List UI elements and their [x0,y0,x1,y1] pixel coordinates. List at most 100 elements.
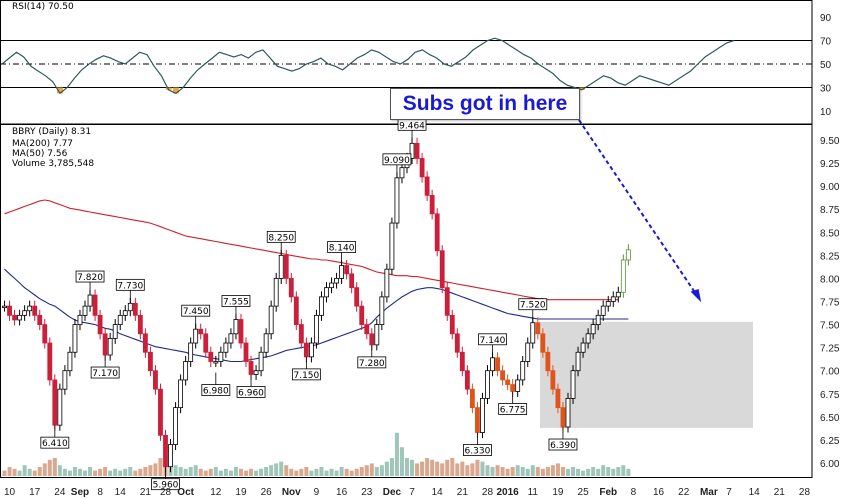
volume-bar [289,468,294,476]
x-tick-label: 14 [749,487,761,498]
volume-bar [254,470,259,476]
x-tick-label: 7 [726,487,732,498]
candle-body [550,370,556,390]
volume-bar [133,470,138,476]
price-label: 6.330 [465,447,491,457]
candle-body [27,305,33,312]
candle-body [464,370,470,390]
volume-bar [304,467,309,476]
candle-body [283,254,289,279]
volume-bar [218,470,223,476]
volume-bar [93,470,98,476]
x-tick-label: 25 [578,487,590,498]
volume-bar [143,467,148,476]
candle-body [137,314,143,335]
candle-body [329,282,334,289]
volume-bar [560,467,565,476]
candle-body [424,176,430,196]
volume-bar [621,465,626,476]
price-label: 7.280 [359,359,385,369]
candle-body [469,388,475,409]
volume-bar [208,468,213,476]
candle-body [349,273,355,289]
candle-body [142,333,148,353]
x-tick-label: 28 [799,487,811,498]
volume-bar [510,467,515,476]
volume-bar [57,465,62,476]
candle-body [419,158,425,178]
volume-bar [616,467,621,476]
legend: RSI(14) 70.50 BBRY (Daily) 8.31 MA(200) … [12,2,94,169]
candle-body [308,342,314,358]
price-label: 6.410 [42,439,68,449]
volume-bar [72,467,77,476]
candle-body [439,250,445,289]
x-tick-label: 19 [552,487,564,498]
price-label: 7.150 [293,371,319,381]
x-tick-label: Dec [383,487,402,498]
candle-body [233,319,239,335]
volume-bar [103,467,108,476]
highlight-box [540,321,753,428]
volume-bar [188,467,193,476]
volume-bar [349,470,354,476]
volume-bar [384,461,389,476]
candle-body [303,342,309,358]
candle-body [178,379,184,409]
candle-body [253,370,259,375]
volume-bar [319,467,324,476]
candle-body [444,287,450,316]
volume-bar [62,468,67,476]
price-label-box [181,304,211,317]
x-tick-label: 22 [678,487,690,498]
candle-body [359,305,365,325]
ma200-legend: MA(200) 7.77 [12,139,73,149]
candle-body [515,379,521,392]
volume-bar [354,468,359,476]
volume-bar [284,465,289,476]
rsi-line [1,37,735,95]
volume-bar [27,468,32,476]
price-label-box [291,368,321,381]
price-tick-label: 7.25 [820,344,840,355]
volume-bar [238,468,243,476]
price-label: 9.464 [399,121,425,131]
volume-bar [460,461,465,476]
volume-bar [601,465,606,476]
price-label-box [327,241,356,253]
candle-body [82,305,88,316]
candle-body [248,361,254,375]
volume-bar [233,467,238,476]
volume-bar [535,467,540,476]
candle-body [454,333,460,353]
price-tick-label: 7.75 [820,298,840,309]
price-label: 7.555 [223,297,249,307]
candle-body [625,249,631,261]
candle-body [213,361,219,364]
volume-bar [626,468,631,476]
volume-bar [42,463,47,476]
candle-body [122,310,128,316]
volume-bar [83,470,88,476]
candle-body [490,357,495,372]
volume-bar [173,465,178,476]
volume-bar [530,465,535,476]
candle-body [188,342,194,362]
candle-body [540,333,546,353]
volume-bar [540,468,545,476]
x-tick-label: 8 [631,487,637,498]
volume-bar [565,468,571,476]
candle-body [590,324,596,335]
candle-body [173,407,178,445]
price-label: 6.980 [203,387,229,397]
volume-bar [2,470,7,476]
candle-body [459,351,465,372]
candle-body [344,265,350,275]
annotation-arrowhead [690,289,702,303]
candle-body [565,397,571,428]
price-tick-label: 6.50 [820,413,840,424]
candle-body [379,296,385,325]
x-tick-label: 23 [361,487,373,498]
volume-bar [324,470,329,476]
